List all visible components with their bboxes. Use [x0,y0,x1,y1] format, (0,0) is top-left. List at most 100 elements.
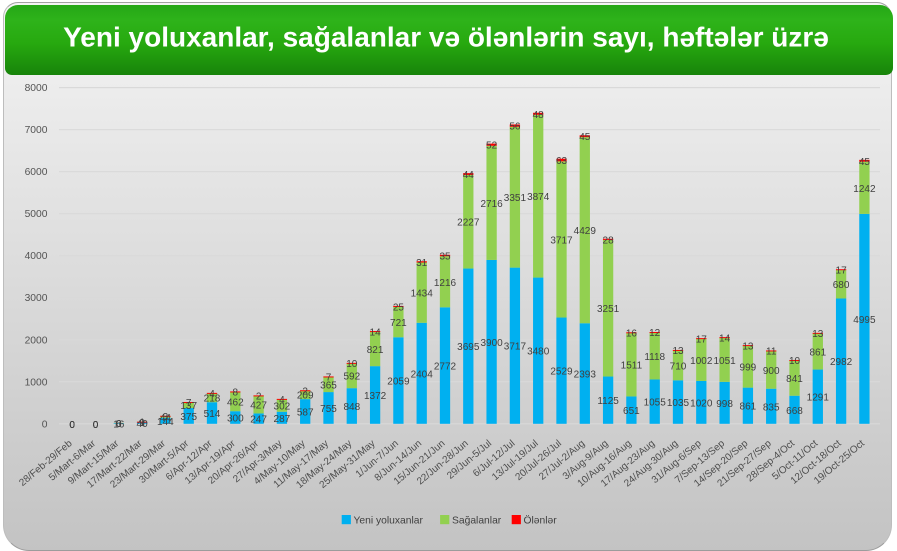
svg-text:Yeni yoluxanlar, sağalanlar və: Yeni yoluxanlar, sağalanlar və ölənlərin… [63,22,829,53]
svg-text:587: 587 [297,408,314,419]
svg-text:6: 6 [116,419,122,430]
svg-text:56: 56 [509,122,521,133]
svg-text:44: 44 [463,170,475,181]
svg-text:9: 9 [139,418,145,429]
svg-text:3251: 3251 [597,304,620,315]
svg-text:998: 998 [716,399,733,410]
svg-text:44: 44 [160,413,172,424]
svg-text:3717: 3717 [550,235,573,246]
svg-text:3351: 3351 [504,193,527,204]
svg-text:1242: 1242 [853,184,876,195]
svg-text:2000: 2000 [25,335,48,346]
svg-text:427: 427 [250,400,267,411]
svg-text:1002: 1002 [690,356,713,367]
svg-text:12: 12 [649,328,661,339]
svg-text:52: 52 [486,141,498,152]
svg-text:16: 16 [113,420,125,431]
svg-text:1434: 1434 [411,289,434,300]
svg-text:592: 592 [343,372,360,383]
svg-text:209: 209 [297,391,314,402]
svg-text:144: 144 [157,417,174,428]
svg-text:40: 40 [137,419,149,430]
svg-text:2772: 2772 [434,362,457,373]
svg-text:48: 48 [533,110,545,121]
svg-text:1020: 1020 [690,398,713,409]
svg-text:5000: 5000 [25,209,48,220]
svg-text:3: 3 [163,412,169,423]
svg-text:11: 11 [766,347,777,358]
svg-text:13: 13 [812,329,824,340]
svg-text:0: 0 [93,420,99,431]
svg-text:3900: 3900 [480,338,503,349]
svg-text:0: 0 [42,419,48,430]
svg-text:1511: 1511 [621,361,643,372]
svg-text:2529: 2529 [550,367,573,378]
svg-text:2059: 2059 [387,377,410,388]
svg-text:2: 2 [256,391,262,402]
svg-text:0: 0 [69,420,75,431]
svg-text:7: 7 [326,373,332,384]
svg-text:13: 13 [742,341,754,352]
svg-text:Ölənlər: Ölənlər [524,514,558,526]
svg-text:3480: 3480 [527,347,550,358]
svg-text:0: 0 [116,419,122,430]
svg-text:999: 999 [740,363,757,374]
svg-text:1216: 1216 [434,278,457,289]
svg-text:1372: 1372 [364,391,387,402]
svg-text:4: 4 [279,395,285,406]
svg-text:17: 17 [696,335,708,346]
svg-text:841: 841 [786,374,803,385]
svg-text:45: 45 [859,157,871,168]
svg-text:365: 365 [320,380,337,391]
svg-text:10: 10 [346,359,358,370]
svg-text:7000: 7000 [25,125,48,136]
svg-text:0: 0 [93,420,99,431]
svg-text:13: 13 [672,346,684,357]
svg-text:Sağalanlar: Sağalanlar [452,515,502,526]
svg-text:821: 821 [367,345,384,356]
svg-text:14: 14 [370,327,382,338]
svg-text:861: 861 [740,402,757,413]
svg-text:835: 835 [763,402,780,413]
svg-text:0: 0 [69,420,75,431]
svg-text:45: 45 [579,132,591,143]
svg-text:287: 287 [274,414,291,425]
svg-text:1051: 1051 [713,356,736,367]
svg-text:0: 0 [93,420,99,431]
svg-text:680: 680 [833,280,850,291]
svg-text:Yeni yoluxanlar: Yeni yoluxanlar [354,515,424,526]
svg-text:2404: 2404 [411,369,434,380]
svg-text:8: 8 [233,388,239,399]
svg-text:755: 755 [320,404,337,415]
svg-text:4000: 4000 [25,251,48,262]
svg-text:1291: 1291 [807,393,830,404]
svg-text:7: 7 [186,398,192,409]
svg-text:2716: 2716 [480,199,503,210]
svg-text:3874: 3874 [527,192,550,203]
svg-text:462: 462 [227,398,244,409]
svg-text:3717: 3717 [504,342,527,353]
svg-text:16: 16 [626,329,638,340]
svg-text:1000: 1000 [25,377,48,388]
svg-text:63: 63 [556,156,568,167]
svg-text:1035: 1035 [667,398,690,409]
svg-text:302: 302 [274,401,291,412]
svg-text:2: 2 [302,386,308,397]
svg-text:375: 375 [180,412,197,423]
svg-text:31: 31 [416,258,428,269]
svg-text:137: 137 [180,401,197,412]
svg-text:218: 218 [204,394,221,405]
svg-text:861: 861 [809,348,826,359]
svg-text:8000: 8000 [25,83,48,94]
svg-text:2393: 2393 [574,370,597,381]
svg-text:3000: 3000 [25,293,48,304]
svg-text:300: 300 [227,414,244,425]
svg-text:651: 651 [623,406,640,417]
svg-text:900: 900 [763,366,780,377]
svg-text:710: 710 [670,361,687,372]
svg-text:1118: 1118 [644,352,665,363]
svg-text:1055: 1055 [644,398,667,409]
svg-text:28: 28 [603,235,615,246]
svg-text:514: 514 [204,409,221,420]
svg-text:3695: 3695 [457,342,480,353]
